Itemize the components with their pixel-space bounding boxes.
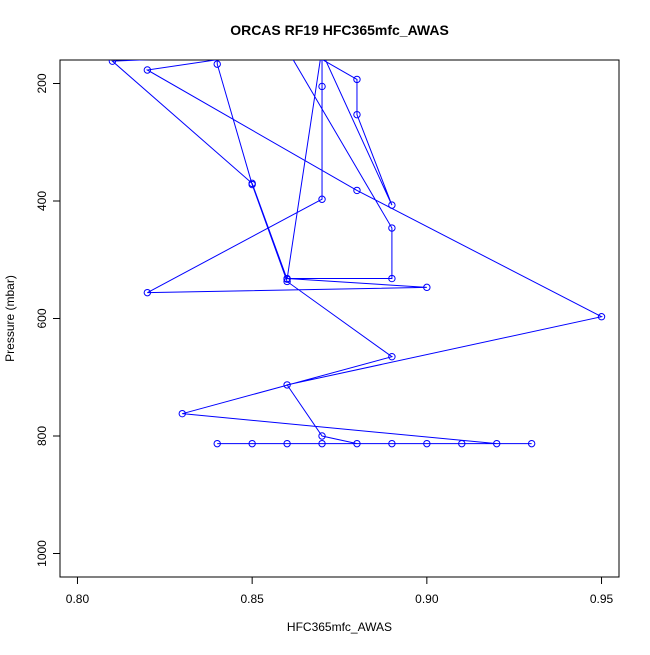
y-tick-label: 200	[35, 73, 49, 93]
x-axis-label: HFC365mfc_AWAS	[287, 620, 392, 634]
data-point	[423, 439, 431, 448]
data-point	[353, 110, 361, 119]
data-point	[318, 195, 326, 203]
data-point	[143, 66, 152, 74]
data-point	[318, 432, 326, 440]
data-point	[318, 439, 326, 448]
data-point	[248, 439, 256, 448]
data-point	[283, 277, 291, 286]
data-point	[283, 381, 291, 389]
y-axis-label: Pressure (mbar)	[3, 275, 17, 362]
data-point	[214, 39, 220, 45]
data-point	[458, 439, 466, 448]
y-tick-label: 1000	[35, 540, 49, 567]
data-point	[143, 288, 152, 297]
chart-title: ORCAS RF19 HFC365mfc_AWAS	[230, 22, 449, 38]
data-point	[353, 439, 361, 448]
data-point	[388, 274, 396, 283]
data-point	[354, 45, 360, 51]
data-point	[283, 274, 291, 283]
data-point	[388, 224, 396, 232]
x-tick-label: 0.80	[66, 592, 90, 606]
data-point	[284, 46, 290, 52]
x-axis: 0.80 0.85 0.90 0.95	[66, 576, 614, 606]
data-point	[353, 186, 361, 195]
x-tick-label: 0.95	[590, 592, 614, 606]
data-point	[423, 283, 431, 292]
data-point	[527, 439, 536, 448]
series-group	[108, 39, 606, 448]
y-tick-label: 600	[35, 308, 49, 328]
data-point	[248, 180, 256, 189]
data-point	[388, 201, 396, 209]
y-axis: 200 400 600 800 1000	[35, 73, 61, 567]
y-tick-label: 800	[35, 426, 49, 446]
series-line	[111, 60, 603, 445]
data-point	[597, 313, 606, 321]
data-point	[213, 439, 221, 448]
data-point	[108, 60, 117, 65]
data-point	[319, 45, 325, 51]
data-point	[318, 82, 326, 91]
data-point	[353, 75, 361, 84]
data-point	[283, 439, 291, 448]
data-point	[178, 409, 186, 418]
data-point	[213, 60, 221, 68]
y-tick-label: 400	[35, 191, 49, 211]
data-point	[319, 49, 325, 55]
x-tick-label: 0.85	[240, 592, 264, 606]
data-point	[493, 439, 501, 448]
x-tick-label: 0.90	[415, 592, 439, 606]
data-point	[388, 439, 396, 448]
data-point	[388, 352, 396, 361]
